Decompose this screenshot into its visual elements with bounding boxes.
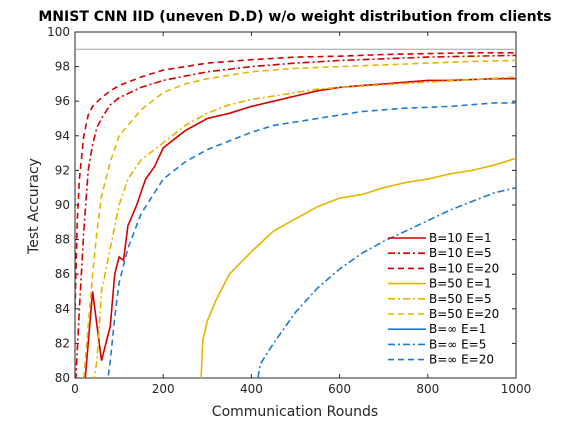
- y-tick-label: 98: [55, 60, 70, 74]
- series-line-7: [257, 186, 516, 378]
- series-line-3: [200, 157, 516, 378]
- y-tick-label: 82: [55, 336, 70, 350]
- legend-item-label: B=10 E=20: [429, 261, 499, 275]
- y-axis-label: Test Accuracy: [26, 158, 42, 255]
- series-line-8: [107, 102, 516, 378]
- series-line-1: [75, 54, 516, 378]
- x-tick-label: 400: [240, 382, 263, 396]
- legend-item-label: B=10 E=5: [429, 246, 492, 260]
- series-line-4: [93, 76, 516, 378]
- series-line-0: [84, 77, 516, 378]
- y-tick-label: 80: [55, 371, 70, 385]
- y-tick-label: 96: [55, 94, 70, 108]
- x-tick-label: 0: [71, 382, 79, 396]
- x-tick-label: 1000: [501, 382, 532, 396]
- legend-item-label: B=50 E=1: [429, 277, 492, 291]
- legend-item-label: B=∞ E=20: [429, 353, 494, 367]
- y-tick-label: 100: [47, 25, 70, 39]
- chart-title: MNIST CNN IID (uneven D.D) w/o weight di…: [38, 9, 551, 25]
- legend-item-label: B=10 E=1: [429, 231, 492, 245]
- x-tick-label: 600: [328, 382, 351, 396]
- series-line-2: [75, 52, 516, 309]
- legend-item-label: B=∞ E=1: [429, 322, 486, 336]
- legend-item-label: B=∞ E=5: [429, 337, 486, 351]
- legend-item-label: B=50 E=20: [429, 307, 499, 321]
- legend: B=10 E=1B=10 E=5B=10 E=20B=50 E=1B=50 E=…: [388, 231, 499, 367]
- y-tick-label: 92: [55, 163, 70, 177]
- y-tick-label: 86: [55, 267, 70, 281]
- series-line-5: [83, 59, 516, 378]
- plot-area: 0 200 400 600 800 1000 80 82 84 86 88 90 92 94 96 98 100: [47, 25, 532, 396]
- y-tick-label: 88: [55, 233, 70, 247]
- y-tick-label: 94: [55, 129, 70, 143]
- x-tick-label: 200: [152, 382, 175, 396]
- legend-item-label: B=50 E=5: [429, 292, 492, 306]
- x-axis-label: Communication Rounds: [212, 404, 378, 420]
- x-tick-label: 800: [416, 382, 439, 396]
- y-tick-label: 84: [55, 302, 70, 316]
- y-tick-label: 90: [55, 198, 70, 212]
